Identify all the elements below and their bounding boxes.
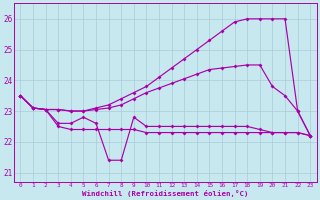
X-axis label: Windchill (Refroidissement éolien,°C): Windchill (Refroidissement éolien,°C) bbox=[82, 190, 249, 197]
